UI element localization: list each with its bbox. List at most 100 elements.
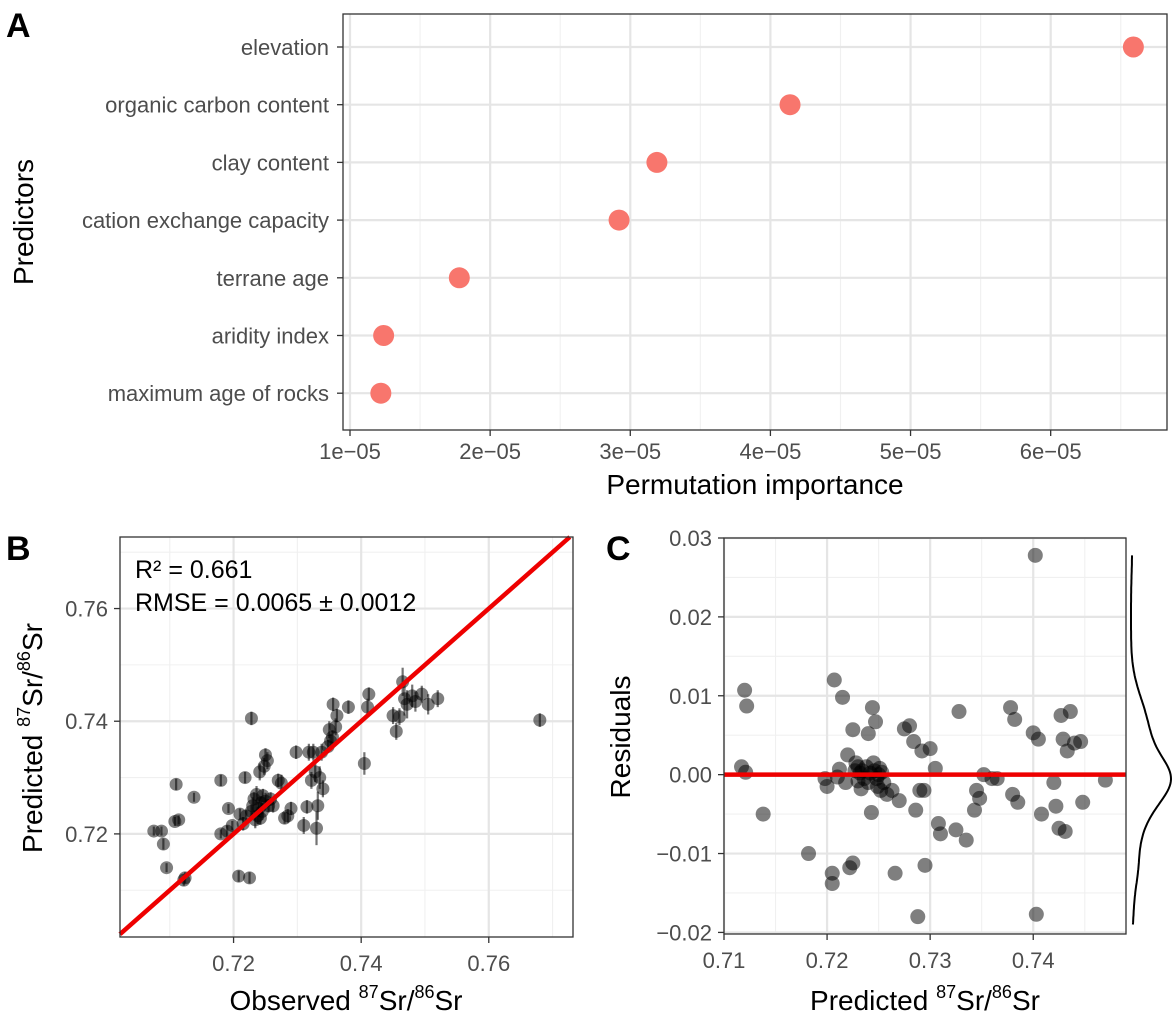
panel-b-point — [284, 802, 298, 816]
panel-c-x-axis-title: Predicted 87Sr/86Sr — [810, 982, 1040, 1016]
panel-a-y-tick-label: maximum age of rocks — [108, 381, 329, 406]
panel-b-y-tick-label: 0.72 — [65, 822, 108, 847]
panel-b-point — [169, 777, 183, 791]
panel-b-observed-vs-predicted: 0.72 0.74 0.76 0.72 0.74 0.76 R² = 0.661 RMSE… — [14, 535, 574, 1016]
panel-a-importance-point — [646, 151, 668, 173]
panel-c-point — [1030, 731, 1046, 747]
panel-b-point — [243, 871, 257, 885]
panel-c-point — [801, 846, 817, 862]
panel-c-y-tick-label: 0.00 — [669, 763, 712, 788]
panel-c-point — [951, 704, 967, 720]
panel-c-point — [1062, 704, 1078, 720]
panel-c-point — [1028, 906, 1044, 922]
panel-b-point — [289, 745, 303, 759]
panel-a-x-axis-title: Permutation importance — [606, 469, 903, 500]
panel-b-point — [357, 756, 371, 770]
panel-c-point — [891, 793, 907, 809]
panel-b-point — [311, 799, 325, 813]
panel-c-point — [1057, 823, 1073, 839]
panel-b-point — [172, 813, 186, 827]
panel-b-point — [362, 687, 376, 701]
panel-b-point — [232, 869, 246, 883]
panel-c-point — [1010, 794, 1026, 810]
panel-c-marginal-density — [1130, 555, 1173, 925]
panel-a-y-tick-label: organic carbon content — [105, 93, 329, 118]
panel-b-x-tick-label: 0.74 — [340, 951, 383, 976]
panel-b-point — [389, 724, 403, 738]
panel-c-point — [845, 722, 861, 738]
panel-c-point — [755, 806, 771, 822]
panel-a-y-axis-title: Predictors — [8, 159, 39, 285]
panel-c-point — [1003, 700, 1019, 716]
panel-c-point — [824, 865, 840, 881]
panel-b-point — [329, 720, 343, 734]
panel-c-y-axis-title: Residuals — [605, 676, 636, 799]
panel-a-x-tick-label: 1e−05 — [319, 439, 381, 464]
panel-a-x-tick-label: 4e−05 — [740, 439, 802, 464]
panel-c-point — [966, 802, 982, 818]
panel-c-point — [739, 698, 755, 714]
panel-c-y-tick-label: −0.02 — [656, 920, 712, 945]
panel-a-x-tick-label: 2e−05 — [459, 439, 521, 464]
panel-c-y-tick-label: 0.03 — [669, 526, 712, 551]
panel-b-identity-line — [118, 535, 572, 936]
panel-c-x-tick-label: 0.73 — [909, 948, 952, 973]
panel-a-importance-point — [779, 94, 801, 116]
panel-b-y-axis-title: Predicted 87Sr/86Sr — [14, 623, 48, 853]
panel-b-point — [330, 709, 344, 723]
panel-c-ticks: 0.71 0.72 0.73 0.74 −0.02 −0.01 0.00 0.01 0.02 0.… — [656, 526, 1127, 973]
panel-b-point — [533, 713, 547, 727]
panel-c-point — [958, 832, 974, 848]
panel-b-point — [244, 711, 258, 725]
panel-a-frame — [342, 13, 1168, 431]
panel-b-x-tick-label: 0.72 — [212, 951, 255, 976]
panel-b-point — [160, 861, 174, 875]
panel-b-r2-annotation: R² = 0.661 — [135, 556, 252, 584]
panel-c-point — [819, 778, 835, 794]
panel-b-point — [392, 710, 406, 724]
panel-c-point — [826, 672, 842, 688]
panel-c-point — [908, 802, 924, 818]
panel-c-point — [838, 775, 854, 791]
panel-a-importance-point — [1122, 36, 1144, 58]
panel-b-point — [341, 700, 355, 714]
panel-b-point — [221, 802, 235, 816]
panel-b-point — [421, 697, 435, 711]
panel-a-x-tick-label: 3e−05 — [599, 439, 661, 464]
panel-c-point — [845, 855, 861, 871]
panel-a-importance-point — [608, 209, 630, 231]
panel-c-point — [917, 857, 933, 873]
panel-a-importance-point — [373, 325, 395, 346]
panel-c-point — [868, 714, 884, 730]
panel-a-y-tick-label: elevation — [241, 35, 329, 60]
panel-b-y-tick-label: 0.74 — [65, 709, 108, 734]
panel-c-point — [1007, 711, 1023, 727]
panel-c-point — [948, 822, 964, 838]
panel-c-point — [1046, 775, 1062, 791]
panel-b-point — [238, 771, 252, 785]
panel-letter-a: A — [6, 7, 31, 45]
panel-c-point — [910, 909, 926, 925]
panel-a-points — [370, 36, 1144, 404]
panel-c-x-tick-label: 0.71 — [703, 948, 746, 973]
panel-a-y-tick-label: terrane age — [216, 266, 329, 291]
panel-a-background — [343, 14, 1167, 430]
panel-b-reference-line — [118, 535, 572, 936]
panel-c-point — [922, 741, 938, 757]
panel-c-point — [1073, 734, 1089, 750]
panel-b-point — [297, 818, 311, 832]
panel-c-y-tick-label: −0.01 — [656, 842, 712, 867]
panel-b-frame — [119, 536, 574, 938]
panel-a-grid — [343, 14, 1167, 430]
panel-c-point — [916, 782, 932, 798]
panel-c-point — [1055, 731, 1071, 747]
panel-a-x-tick-label: 6e−05 — [1020, 439, 1082, 464]
panel-c-density-curve — [1130, 555, 1173, 925]
panel-letter-b: B — [6, 530, 31, 568]
panel-b-point — [156, 837, 170, 851]
panel-c-point — [902, 718, 918, 734]
panel-c-point — [887, 865, 903, 881]
panel-c-point — [1075, 794, 1091, 810]
panel-a-y-tick-label: aridity index — [212, 324, 329, 349]
